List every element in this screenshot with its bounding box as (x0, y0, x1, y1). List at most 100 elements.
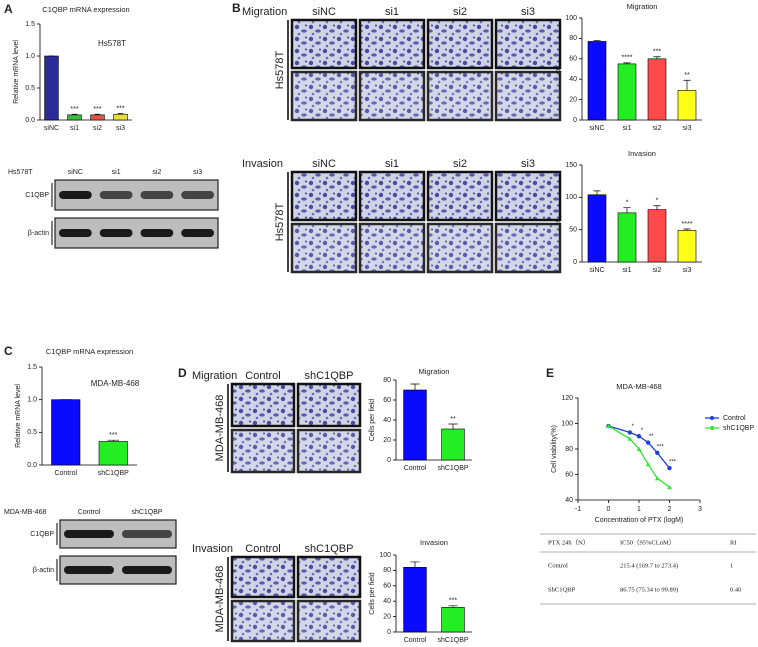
micrograph (426, 70, 494, 122)
error-bar (653, 205, 661, 210)
band (122, 530, 172, 538)
bar (587, 41, 607, 121)
y-tick-label: 40 (383, 417, 391, 424)
micrograph (494, 222, 562, 274)
x-tick-label: siNC (44, 125, 59, 132)
y-tick-label: 1.0 (25, 53, 35, 60)
micrograph (290, 170, 358, 222)
bar (647, 209, 667, 263)
y-tick-label: 40 (569, 76, 577, 83)
x-tick-label: shC1QBP (437, 465, 468, 472)
micrograph (426, 18, 494, 70)
column-label: siNC (312, 158, 336, 170)
band (122, 566, 172, 574)
x-tick-label: siNC (589, 125, 604, 132)
column-label: si3 (521, 158, 535, 170)
bar (587, 194, 607, 263)
annotation: Hs578T (98, 39, 126, 48)
micrograph (290, 70, 358, 122)
bar (677, 90, 697, 121)
x-tick-label: shC1QBP (98, 470, 129, 477)
chart-title: Migration (627, 2, 658, 11)
error-bar (683, 228, 691, 231)
cell-line-label: Hs578T (274, 50, 286, 89)
band (140, 191, 174, 199)
x-tick-label: si2 (93, 125, 102, 132)
bar (403, 567, 427, 633)
micrograph (230, 599, 296, 643)
micrograph (230, 382, 296, 428)
table-header: RI (730, 539, 737, 546)
x-tick-label: siNC (589, 267, 604, 274)
y-tick-label: 150 (565, 162, 577, 169)
y-tick-label: 0.0 (25, 117, 35, 124)
error-bar (623, 62, 631, 64)
significance: * (656, 198, 659, 205)
y-tick-label: 1.5 (25, 21, 35, 28)
point (636, 446, 642, 451)
point (606, 423, 611, 429)
table-cell: 1 (730, 562, 733, 569)
micrograph (358, 222, 426, 274)
y-tick-label: 0 (573, 259, 577, 266)
bar (403, 389, 427, 461)
y-tick-label: 100 (565, 15, 577, 22)
error-bar (448, 423, 458, 429)
band (64, 530, 114, 538)
y-tick-label: 40 (383, 598, 391, 605)
column-label: si3 (521, 6, 535, 18)
y-tick-label: 40 (565, 497, 573, 504)
column-label: si1 (385, 158, 399, 170)
micrograph (290, 18, 358, 70)
bar (67, 114, 82, 121)
y-tick-label: 60 (565, 471, 573, 478)
column-label: Control (245, 370, 280, 382)
y-tick-label: 60 (569, 56, 577, 63)
x-tick-label: 0 (607, 506, 611, 513)
significance: *** (657, 444, 665, 450)
significance: *** (669, 460, 677, 466)
column-label: shC1QBP (305, 370, 354, 382)
bar (647, 58, 667, 121)
error-bar (683, 79, 691, 91)
y-tick-label: 50 (569, 227, 577, 234)
y-tick-label: 0.5 (25, 85, 35, 92)
y-axis-label: Relative mRNA level (15, 384, 22, 448)
point (655, 450, 660, 456)
panel-label: C (4, 344, 13, 358)
bar (51, 399, 81, 466)
legend-marker (710, 426, 714, 430)
table-header: IC50（95%CLnM） (620, 538, 675, 546)
significance: * (632, 424, 635, 430)
chart-title: MDA-MB-468 (616, 382, 661, 391)
significance: * (626, 200, 629, 207)
band (99, 229, 133, 237)
significance: *** (70, 106, 78, 113)
lane-label: si2 (152, 169, 161, 176)
significance: * (641, 428, 644, 434)
x-tick-label: Control (54, 470, 77, 477)
y-tick-label: 80 (569, 35, 577, 42)
y-axis-label: Relative mRNA level (13, 40, 20, 104)
x-tick-label: si3 (683, 125, 692, 132)
bar (441, 607, 465, 633)
point (636, 434, 642, 439)
error-bar (448, 605, 458, 608)
error-bar (623, 207, 631, 213)
y-tick-label: 80 (565, 446, 573, 453)
error-bar (593, 190, 601, 195)
cell-line-label: Hs578T (274, 202, 286, 241)
point (627, 430, 633, 435)
significance: *** (653, 49, 661, 56)
lane-label: si3 (193, 169, 202, 176)
point (627, 436, 633, 441)
y-tick-label: 60 (383, 583, 391, 590)
x-tick-label: Control (404, 637, 427, 644)
error-bar (410, 561, 420, 568)
annotation: MDA-MB-468 (91, 379, 140, 388)
panel-label: B (232, 1, 241, 15)
cell-line-label: MDA-MB-468 (214, 395, 226, 462)
panel-label: E (546, 366, 554, 380)
column-label: si1 (385, 6, 399, 18)
